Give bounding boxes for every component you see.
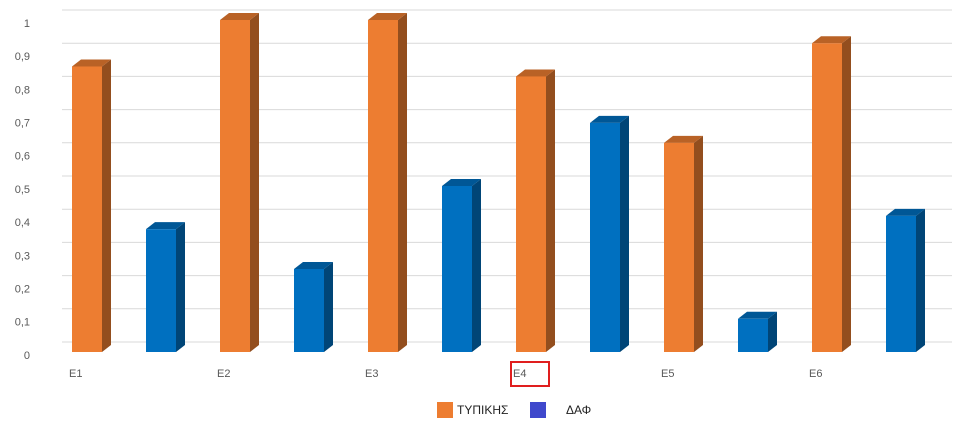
y-tick-label: 0,9 [15,51,30,63]
bar [368,13,407,352]
bar-side [472,179,481,352]
bar-front [590,122,620,352]
bar-top [738,311,777,319]
legend-label: ΤΥΠΙΚΗΣ [457,403,508,417]
y-tick-label: 0,3 [15,250,30,262]
x-tick-label: E3 [365,368,378,380]
bar-front [812,43,842,353]
bar [812,36,851,353]
highlight-box [510,361,550,387]
bar [72,59,111,352]
bar-side [842,36,851,353]
bar-side [768,311,777,352]
bar-front [664,142,694,352]
bar-top [368,13,407,20]
y-tick-label: 0 [24,350,30,362]
x-tick-label: E4 [513,368,526,380]
bar [146,222,185,352]
x-tick-label: E1 [69,368,82,380]
bar-top [220,13,259,20]
legend-swatch [530,402,546,418]
bar-front [294,269,324,352]
bar-top [664,135,703,143]
bar-front [72,66,102,352]
y-tick-label: 0,6 [15,151,30,163]
bar-top [146,222,185,230]
bar [738,311,777,352]
bar-side [916,208,925,352]
bar-side [398,13,407,352]
bar-top [294,262,333,269]
bar-side [102,59,111,352]
bar-top [442,179,481,186]
legend-label: ΔΑΦ [566,403,591,417]
bar-top [812,36,851,44]
bar [590,115,629,352]
bar [516,69,555,352]
y-tick-label: 0,1 [15,317,30,329]
x-tick-label: E6 [809,368,822,380]
bar-front [368,20,398,352]
bar-front [220,20,250,352]
legend-swatch [437,402,453,418]
x-tick-label: E5 [661,368,674,380]
bar-side [324,262,333,352]
bar-side [546,69,555,352]
x-tick-label: E2 [217,368,230,380]
bar-front [146,229,176,352]
bar-top [590,115,629,123]
bar-front [442,186,472,352]
y-tick-label: 0,7 [15,118,30,130]
bar [442,179,481,352]
bar-front [516,76,546,352]
bar [664,135,703,352]
bar-front [738,318,768,352]
y-tick-label: 0,5 [15,184,30,196]
bar-top [72,59,111,67]
bar-top [886,208,925,216]
bar-side [694,135,703,352]
bar [886,208,925,352]
bar [294,262,333,352]
y-tick-label: 0,4 [15,217,30,229]
bar-side [176,222,185,352]
y-tick-label: 0,8 [15,84,30,96]
bar-side [620,115,629,352]
bar-top [516,69,555,77]
y-tick-label: 1 [24,18,30,30]
bar-front [886,215,916,352]
y-tick-label: 0,2 [15,284,30,296]
bar-side [250,13,259,352]
bar [220,13,259,352]
